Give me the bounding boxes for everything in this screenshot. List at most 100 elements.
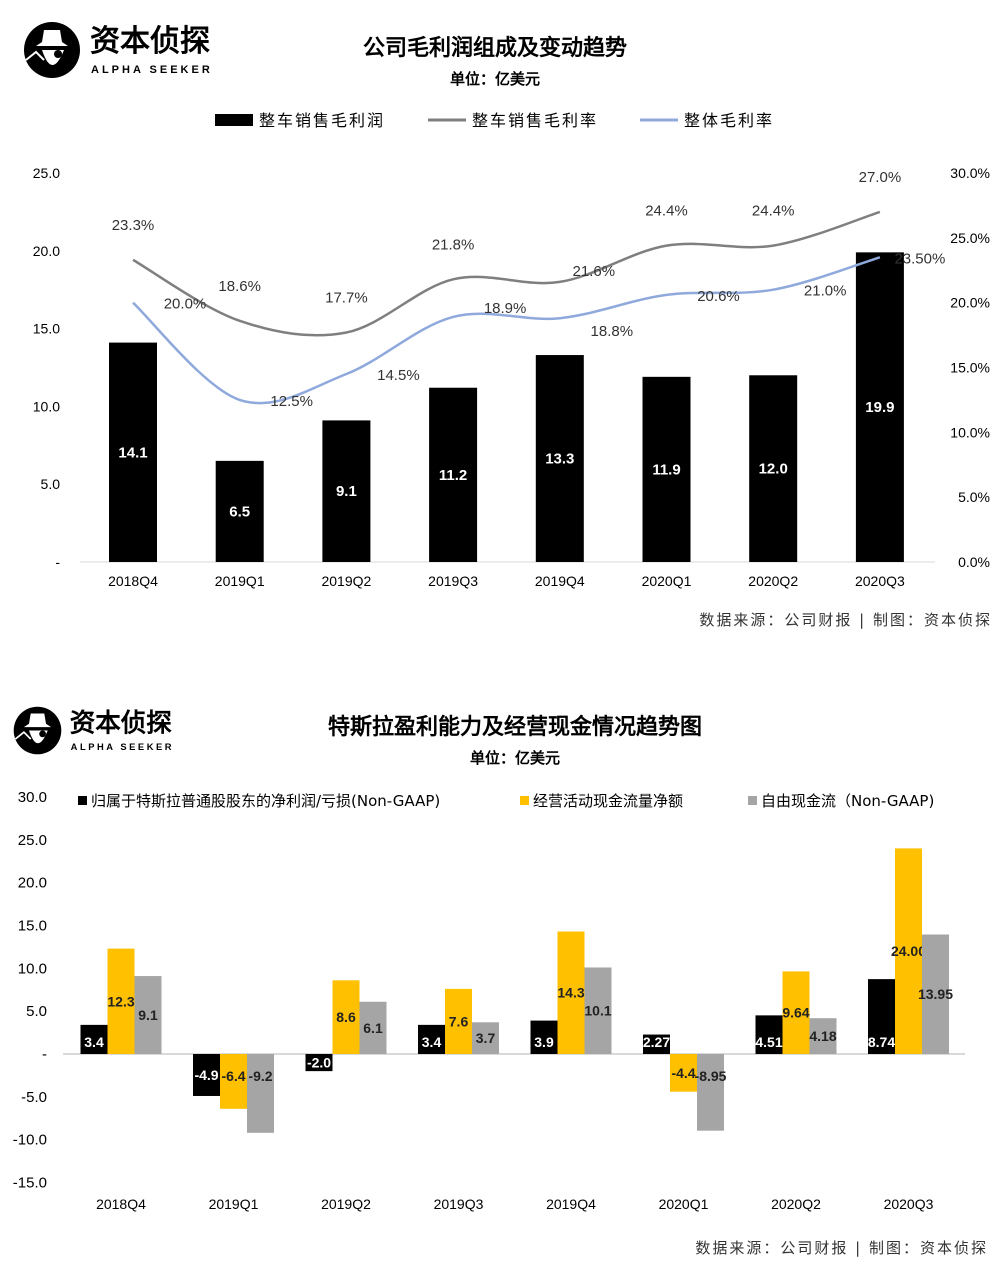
y-axis-tick: -15.0	[13, 1175, 47, 1192]
hat-icon	[36, 30, 68, 46]
chart-title: 公司毛利润组成及变动趋势	[363, 35, 627, 61]
bar-net-income	[868, 979, 895, 1054]
brand-logo: 资本侦探 ALPHA SEEKER	[24, 22, 213, 78]
bar-gross-profit	[642, 376, 691, 562]
bar-net-income	[530, 1020, 558, 1054]
y-axis-tick: 20.0	[18, 875, 47, 892]
line-data-label: 24.4%	[645, 203, 688, 220]
bar-net-income	[755, 1015, 783, 1054]
brand-name-en: ALPHA SEEKER	[71, 742, 174, 752]
x-axis-tick: 2020Q3	[884, 1196, 934, 1212]
left-axis-tick: 10.0	[33, 398, 60, 414]
right-axis-tick: 30.0%	[950, 165, 990, 181]
y-axis-tick: 15.0	[18, 918, 47, 935]
bar-data-label: 9.1	[138, 1007, 158, 1023]
legend-label: 自由现金流（Non-GAAP)	[761, 792, 934, 810]
left-axis-tick: 5.0	[41, 476, 61, 492]
x-axis-tick: 2019Q3	[434, 1196, 484, 1212]
line-data-label: 18.9%	[484, 300, 527, 317]
brand-name-cn: 资本侦探	[70, 708, 173, 738]
left-axis-tick: 20.0	[33, 243, 60, 259]
bar-data-label: 19.9	[865, 399, 894, 416]
left-axis-tick: 25.0	[33, 165, 60, 181]
bar-net-income	[80, 1024, 108, 1054]
y-axis-tick: -	[42, 1046, 47, 1063]
left-axis-tick: 15.0	[33, 321, 60, 337]
monocle-icon	[39, 730, 46, 738]
y-axis-tick: 5.0	[26, 1003, 47, 1020]
bar-data-label: -4.9	[194, 1067, 218, 1083]
bar-data-label: 3.7	[476, 1030, 496, 1046]
bar-data-label: 3.4	[84, 1034, 104, 1050]
x-axis-tick: 2019Q4	[546, 1196, 596, 1212]
bar-data-label: 13.3	[545, 451, 574, 468]
right-axis-tick: 5.0%	[958, 489, 990, 505]
legend-swatch	[78, 796, 87, 805]
bar-net-income	[305, 1054, 333, 1072]
legend-swatch-bar	[215, 114, 253, 126]
right-axis-tick: 10.0%	[950, 424, 990, 440]
x-axis-tick: 2020Q2	[748, 573, 798, 589]
x-axis-tick: 2019Q2	[321, 1196, 371, 1212]
legend-swatch	[520, 796, 529, 805]
x-axis-tick: 2019Q2	[321, 573, 371, 589]
bar-data-label: 11.2	[439, 467, 467, 484]
hat-icon	[23, 713, 52, 728]
trend-line-icon	[25, 50, 45, 61]
bar-data-label: 3.4	[422, 1034, 442, 1050]
bar-operating-cash-flow	[107, 948, 135, 1054]
bar-free-cash-flow	[809, 1018, 837, 1054]
bar-data-label: -9.2	[248, 1068, 272, 1084]
line-data-label: 18.8%	[591, 323, 634, 340]
line-data-label: 12.5%	[270, 393, 313, 410]
x-axis-tick: 2019Q3	[428, 573, 478, 589]
line-data-label: 20.6%	[697, 288, 740, 305]
bar-gross-profit	[215, 460, 264, 562]
bar-operating-cash-flow	[895, 848, 922, 1054]
bar-data-label: 6.1	[363, 1020, 383, 1036]
chart-title: 特斯拉盈利能力及经营现金情况趋势图	[328, 714, 702, 740]
legend-label: 归属于特斯拉普通股股东的净利润/亏损(Non-GAAP)	[91, 792, 440, 810]
bar-data-label: -6.4	[221, 1068, 245, 1084]
line-data-label: 24.4%	[752, 203, 795, 220]
bar-operating-cash-flow	[557, 931, 585, 1054]
bar-gross-profit	[749, 375, 798, 562]
bar-data-label: 4.51	[755, 1034, 782, 1050]
bar-data-label: 24.00	[891, 943, 926, 959]
right-axis-tick: 15.0%	[950, 360, 990, 376]
bar-operating-cash-flow	[445, 988, 472, 1054]
x-axis-tick: 2020Q1	[642, 573, 692, 589]
right-axis-tick: 0.0%	[958, 554, 990, 570]
brand-logo: 资本侦探 ALPHA SEEKER	[13, 706, 174, 755]
line-data-label: 18.6%	[218, 278, 261, 295]
x-axis-tick: 2019Q1	[215, 573, 265, 589]
x-axis-tick: 2020Q3	[855, 573, 905, 589]
y-axis-tick: -10.0	[13, 1132, 47, 1149]
line-data-label: 27.0%	[859, 169, 902, 186]
bar-gross-profit	[109, 342, 157, 562]
bar-net-income	[193, 1054, 220, 1096]
bar-operating-cash-flow	[220, 1054, 247, 1109]
bar-free-cash-flow	[247, 1054, 274, 1133]
bar-data-label: 6.5	[229, 503, 250, 520]
y-axis-tick: 10.0	[18, 960, 47, 977]
source-note: 数据来源：公司财报 | 制图：资本侦探	[699, 611, 992, 629]
line-data-label: 21.0%	[804, 283, 847, 300]
line-data-label: 21.6%	[573, 263, 616, 280]
bar-data-label: 14.1	[118, 444, 147, 461]
line-data-label: 23.50%	[894, 250, 945, 267]
legend-label: 整车销售毛利润	[259, 111, 385, 130]
bar-gross-profit	[855, 252, 904, 562]
legend-label: 经营活动现金流量净额	[533, 792, 683, 810]
bar-net-income	[418, 1024, 445, 1054]
bar-free-cash-flow	[134, 976, 162, 1054]
bar-data-label: 9.64	[782, 1005, 809, 1021]
bar-data-label: 12.0	[759, 461, 788, 478]
bar-operating-cash-flow	[782, 971, 810, 1054]
bar-gross-profit	[535, 355, 584, 562]
line-auto-gross-margin	[132, 210, 881, 337]
bar-data-label: 13.95	[918, 986, 953, 1002]
bar-data-label: 3.9	[534, 1034, 554, 1050]
brand-name-en: ALPHA SEEKER	[91, 64, 213, 76]
